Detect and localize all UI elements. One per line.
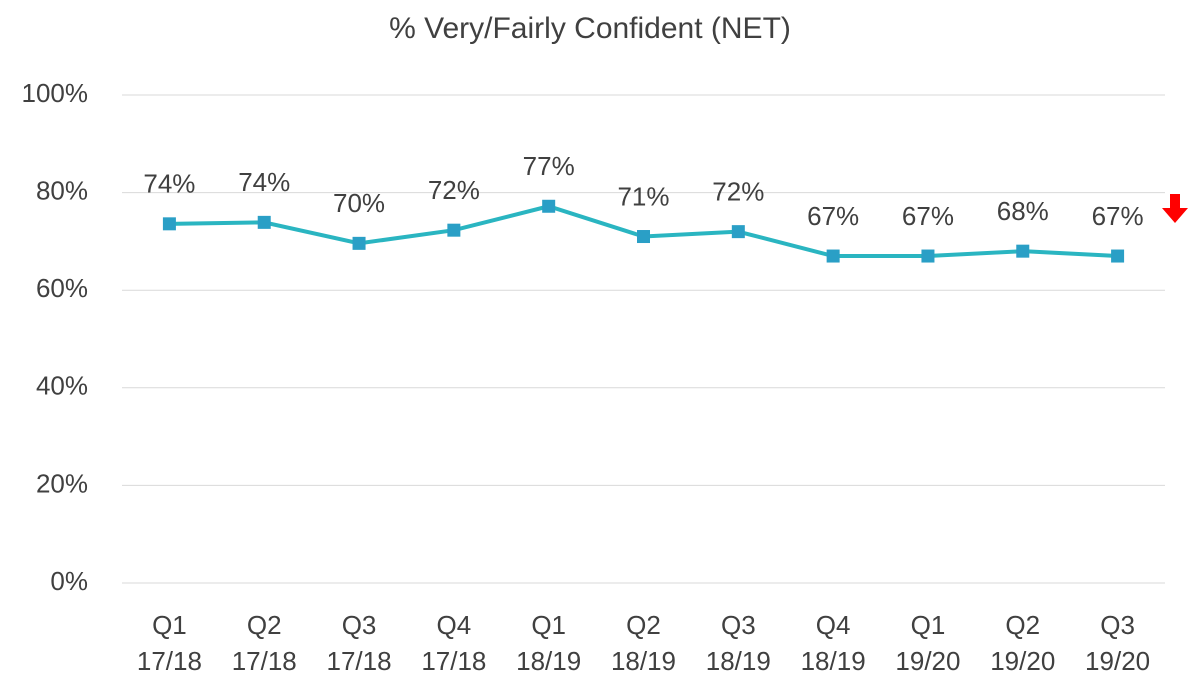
point-marker	[731, 225, 745, 239]
y-tick-label: 40%	[36, 371, 88, 401]
down-arrow	[1162, 194, 1188, 223]
x-tick-line: Q1	[531, 610, 566, 640]
point-marker	[1016, 244, 1030, 258]
data-label: 74%	[238, 167, 290, 197]
x-tick-line: Q3	[1100, 610, 1135, 640]
point-marker	[826, 249, 840, 263]
x-tick-label: Q3 17/18	[327, 610, 392, 676]
x-tick-line: Q3	[342, 610, 377, 640]
data-label: 72%	[428, 175, 480, 205]
chart-title: % Very/Fairly Confident (NET)	[389, 12, 791, 45]
x-tick-line: Q1	[152, 610, 187, 640]
x-tick-label: Q3 19/20	[1085, 610, 1150, 676]
x-tick-line: Q2	[626, 610, 661, 640]
x-tick-line: Q4	[816, 610, 851, 640]
x-tick-line: 19/20	[1085, 646, 1150, 676]
x-tick-line: 18/19	[801, 646, 866, 676]
x-tick-line: 18/19	[611, 646, 676, 676]
point-marker	[921, 249, 935, 263]
point-marker	[637, 230, 650, 244]
y-tick-label: 0%	[50, 566, 88, 596]
y-tick-label: 80%	[36, 175, 88, 205]
data-label: 77%	[523, 151, 575, 181]
x-tick-line: Q4	[437, 610, 472, 640]
x-tick-line: 19/20	[895, 646, 960, 676]
point-marker	[352, 236, 366, 250]
data-label: 67%	[807, 201, 859, 231]
y-tick-label: 60%	[36, 273, 88, 303]
point-marker	[542, 199, 556, 213]
x-tick-line: 17/18	[137, 646, 202, 676]
data-label: 71%	[617, 181, 669, 211]
point-marker	[257, 215, 271, 229]
data-label: 70%	[333, 188, 385, 218]
data-label: 72%	[712, 177, 764, 207]
x-tick-label: Q4 17/18	[421, 610, 486, 676]
x-tick-label: Q3 18/19	[706, 610, 771, 676]
x-tick-line: Q2	[247, 610, 282, 640]
x-tick-label: Q1 19/20	[895, 610, 960, 676]
x-tick-label: Q1 17/18	[137, 610, 202, 676]
point-marker	[1111, 249, 1125, 263]
x-tick-line: Q3	[721, 610, 756, 640]
x-tick-line: 19/20	[990, 646, 1055, 676]
x-tick-label: Q4 18/19	[801, 610, 866, 676]
x-tick-label: Q2 18/19	[611, 610, 676, 676]
x-tick-line: 18/19	[706, 646, 771, 676]
x-tick-line: Q2	[1005, 610, 1040, 640]
x-tick-line: Q1	[911, 610, 946, 640]
point-marker	[447, 223, 461, 237]
x-tick-line: 17/18	[232, 646, 297, 676]
point-marker	[162, 217, 176, 231]
y-tick-label: 100%	[22, 78, 89, 108]
data-label: 74%	[143, 169, 195, 199]
data-label: 68%	[997, 196, 1049, 226]
x-tick-line: 17/18	[327, 646, 392, 676]
x-tick-label: Q1 18/19	[516, 610, 581, 676]
data-label: 67%	[902, 201, 954, 231]
x-tick-line: 18/19	[516, 646, 581, 676]
x-tick-label: Q2 17/18	[232, 610, 297, 676]
y-tick-label: 20%	[36, 468, 88, 498]
data-label: 67%	[1092, 201, 1144, 231]
x-tick-label: Q2 19/20	[990, 610, 1055, 676]
x-tick-line: 17/18	[421, 646, 486, 676]
